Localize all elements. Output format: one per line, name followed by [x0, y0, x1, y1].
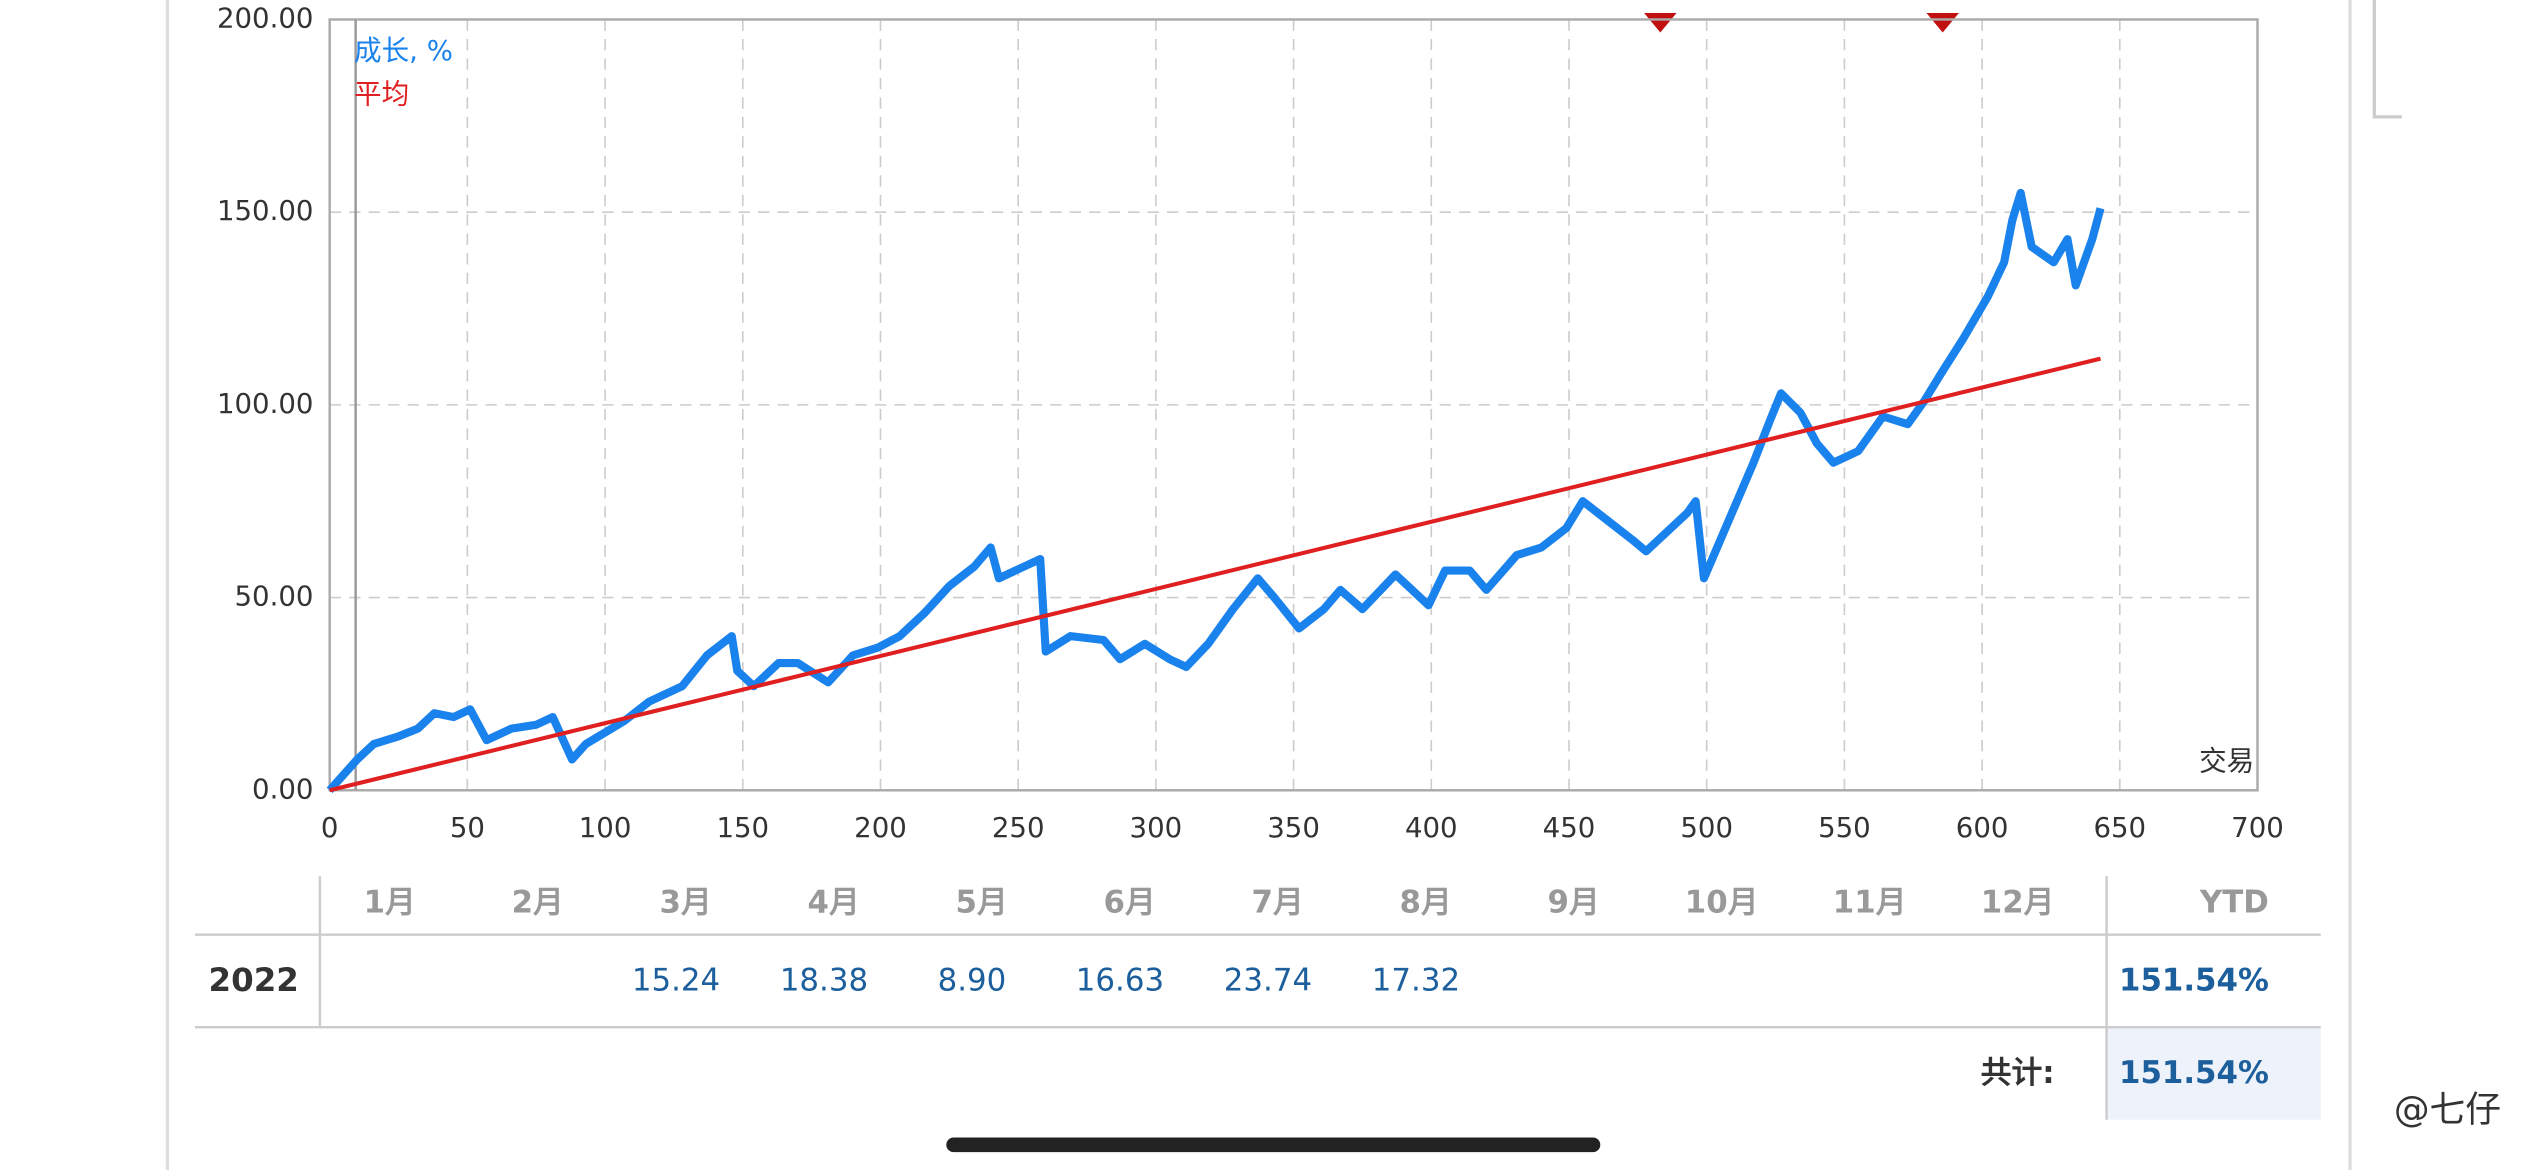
month-header: 5月: [956, 884, 1008, 920]
total-value: 151.54%: [2119, 1055, 2269, 1091]
y-tick-label: 0.00: [252, 772, 313, 805]
month-header: 6月: [1104, 884, 1156, 920]
x-tick-label: 50: [450, 811, 485, 844]
ytd-value: 151.54%: [2119, 962, 2269, 998]
plot-frame: [328, 18, 2259, 792]
legend-entry: 成长, %: [354, 34, 453, 67]
x-tick-label: 350: [1267, 811, 1320, 844]
month-header: 9月: [1548, 884, 1600, 920]
month-header: 7月: [1252, 884, 1304, 920]
month-header: 12月: [1981, 884, 2055, 920]
y-tick-label: 150.00: [217, 194, 314, 227]
watermark: @七仔: [2394, 1090, 2501, 1131]
month-header: 4月: [808, 884, 860, 920]
month-header: 2月: [512, 884, 564, 920]
month-header: 8月: [1400, 884, 1452, 920]
series-line: [329, 356, 2101, 793]
month-header: 1月: [364, 884, 416, 920]
x-tick-label: 100: [579, 811, 632, 844]
series-line: [326, 188, 2105, 793]
x-tick-label: 150: [716, 811, 769, 844]
marker: [1644, 12, 1677, 33]
month-header: 10月: [1685, 884, 1759, 920]
home-indicator: [946, 1137, 1601, 1153]
x-tick-label: 400: [1405, 811, 1458, 844]
x-tick-label: 200: [854, 811, 907, 844]
x-tick-label: 450: [1543, 811, 1596, 844]
total-label: 共计:: [1981, 1055, 2055, 1091]
month-value: 15.24: [632, 962, 720, 998]
month-value: 16.63: [1076, 962, 1164, 998]
year-label: 2022: [209, 961, 299, 999]
total-bg: [2106, 1027, 2321, 1120]
y-tick-label: 200.00: [217, 1, 314, 34]
month-value: 8.90: [938, 962, 1007, 998]
x-tick-label: 650: [2093, 811, 2146, 844]
x-tick-label: 300: [1130, 811, 1183, 844]
ytd-header: YTD: [2199, 884, 2269, 920]
y-tick-label: 50.00: [234, 580, 313, 613]
x-tick-label: 0: [321, 811, 339, 844]
month-header: 3月: [660, 884, 712, 920]
x-tick-label: 600: [1956, 811, 2009, 844]
x-tick-label: 700: [2231, 811, 2284, 844]
side-panel: [2372, 0, 2402, 119]
month-header: 11月: [1833, 884, 1907, 920]
y-tick-label: 100.00: [217, 387, 314, 420]
month-value: 17.32: [1372, 962, 1460, 998]
month-value: 23.74: [1224, 962, 1312, 998]
marker: [1926, 12, 1959, 33]
x-tick-label: 250: [992, 811, 1045, 844]
legend-entry: 平均: [354, 78, 409, 111]
x-axis-label: 交易: [2199, 745, 2254, 778]
x-tick-label: 500: [1680, 811, 1733, 844]
month-value: 18.38: [780, 962, 868, 998]
x-tick-label: 550: [1818, 811, 1871, 844]
